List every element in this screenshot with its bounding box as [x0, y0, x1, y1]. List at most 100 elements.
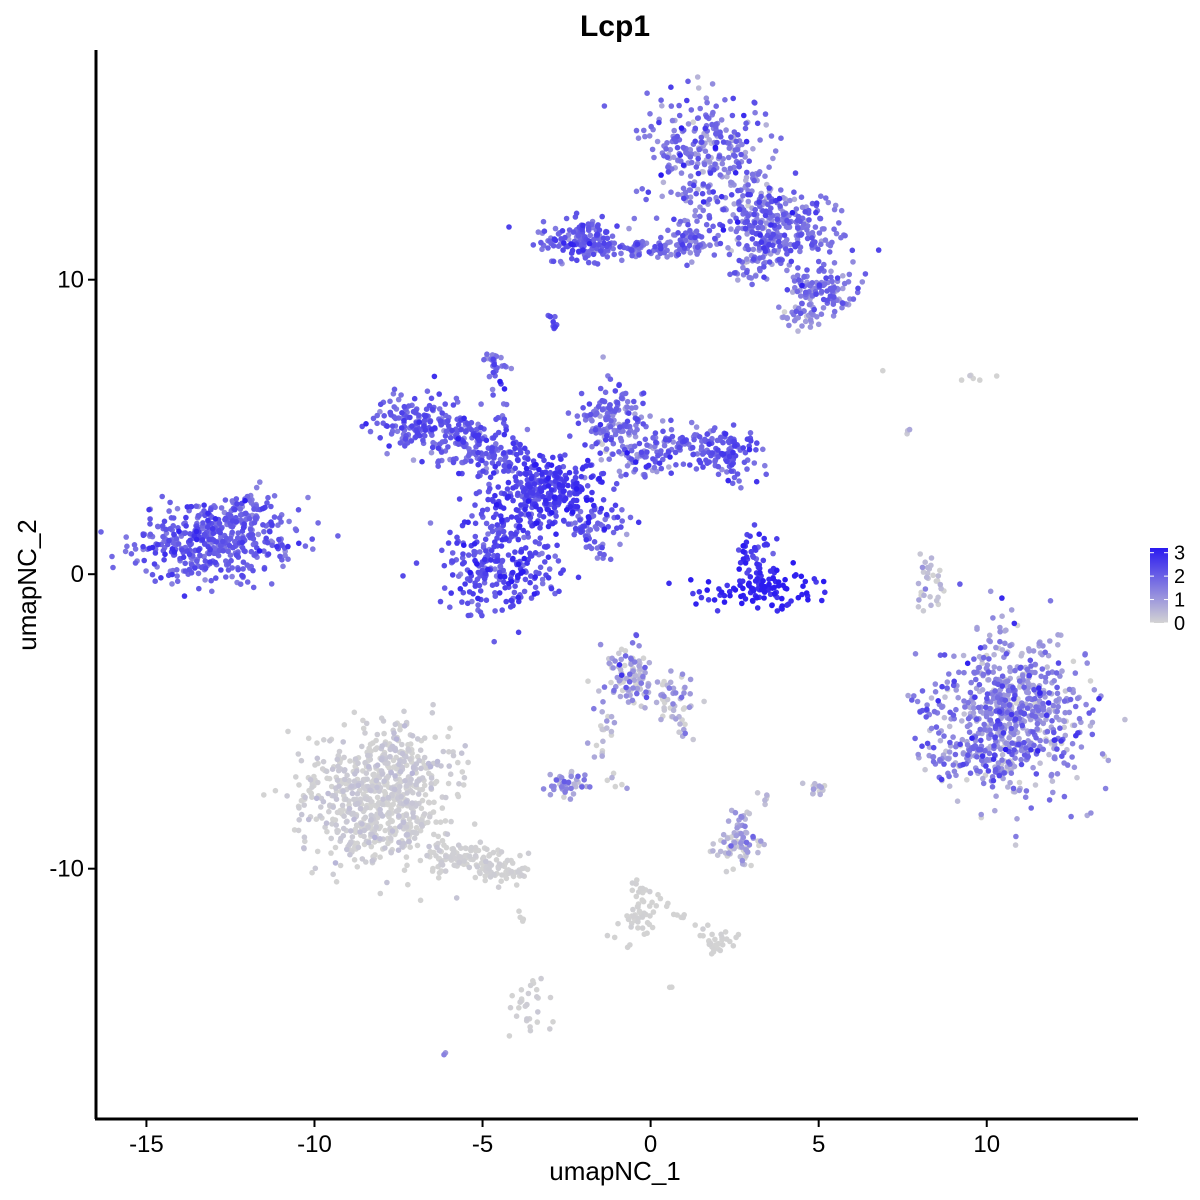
cell-point: [494, 558, 501, 564]
cell-point: [693, 228, 700, 234]
cell-point: [454, 540, 460, 546]
cell-point: [393, 736, 400, 742]
cell-point: [390, 391, 397, 397]
cell-point: [408, 438, 415, 444]
cell-point: [987, 588, 994, 595]
cell-point: [649, 899, 655, 906]
cell-point: [698, 134, 705, 141]
cell-point: [690, 736, 696, 743]
cell-point: [1000, 775, 1006, 782]
cell-point: [627, 671, 633, 677]
cell-point: [1059, 668, 1065, 674]
cell-point: [680, 461, 687, 468]
cell-point: [981, 721, 987, 728]
cell-point: [733, 228, 740, 235]
cell-point: [1016, 735, 1022, 742]
cell-point: [780, 211, 787, 218]
cell-point: [854, 289, 861, 296]
cell-point: [614, 514, 621, 520]
cell-point: [582, 442, 588, 448]
cell-point: [636, 908, 643, 915]
cell-point: [809, 280, 815, 286]
cell-point: [687, 462, 693, 468]
cell-point: [609, 233, 616, 239]
cell-point: [310, 546, 316, 552]
cell-point: [993, 373, 1000, 379]
cell-point: [1054, 771, 1061, 777]
cell-point: [255, 531, 262, 538]
cell-point: [751, 177, 757, 184]
cell-point: [644, 90, 650, 96]
cell-point: [1022, 794, 1029, 800]
cell-point: [367, 756, 374, 763]
cell-point: [435, 833, 442, 840]
cell-point: [552, 225, 559, 232]
cell-point: [1019, 722, 1026, 729]
cell-point: [333, 879, 340, 885]
cell-point: [676, 729, 682, 735]
cell-point: [594, 526, 600, 532]
cell-point: [831, 260, 838, 266]
cell-point: [535, 229, 542, 235]
cell-point: [409, 423, 415, 430]
cell-point: [489, 445, 496, 451]
cell-point: [1047, 638, 1053, 644]
cell-point: [670, 707, 677, 714]
cell-point: [792, 170, 799, 176]
cell-point: [124, 543, 130, 550]
cell-point: [335, 763, 341, 770]
cell-point: [346, 777, 352, 784]
cell-point: [999, 613, 1005, 619]
cell-point: [757, 137, 763, 143]
cell-point: [166, 537, 172, 544]
cell-point: [550, 258, 557, 265]
cell-point: [923, 574, 930, 581]
cell-point: [741, 459, 748, 466]
cell-point: [693, 424, 700, 430]
cell-point: [566, 490, 573, 496]
cell-point: [704, 460, 711, 467]
cell-point: [450, 402, 457, 408]
cell-point: [313, 816, 320, 822]
cell-point: [855, 285, 861, 292]
cell-point: [985, 669, 992, 675]
cell-point: [493, 581, 500, 587]
cell-point: [625, 916, 632, 923]
cell-point: [659, 418, 666, 424]
cell-point: [624, 418, 631, 425]
cell-point: [512, 465, 518, 472]
cell-point: [757, 219, 764, 226]
cell-point: [330, 871, 337, 878]
cell-point: [924, 564, 931, 571]
cell-point: [681, 195, 687, 202]
cell-point: [693, 466, 700, 472]
cell-point: [396, 813, 402, 819]
cell-point: [186, 566, 193, 573]
cell-point: [501, 468, 507, 474]
cell-point: [719, 160, 726, 167]
cell-point: [617, 693, 624, 700]
cell-point: [728, 192, 735, 198]
cell-point: [393, 754, 400, 761]
cell-point: [398, 392, 404, 398]
cell-point: [740, 445, 746, 451]
cell-point: [374, 420, 380, 427]
cell-point: [669, 117, 676, 124]
cell-point: [1061, 724, 1067, 731]
cell-point: [912, 735, 918, 742]
cell-point: [705, 183, 712, 190]
cell-point: [459, 561, 466, 567]
cell-point: [512, 445, 518, 452]
cell-point: [763, 471, 769, 478]
cell-point: [658, 245, 664, 252]
cell-point: [978, 811, 984, 818]
cell-point: [758, 239, 765, 245]
cell-point: [599, 544, 605, 551]
cell-point: [1099, 751, 1106, 757]
cell-point: [472, 844, 479, 851]
cell-point: [817, 791, 823, 798]
cell-point: [626, 410, 632, 417]
cell-point: [690, 451, 696, 458]
cell-point: [704, 99, 710, 106]
cell-point: [744, 231, 750, 237]
